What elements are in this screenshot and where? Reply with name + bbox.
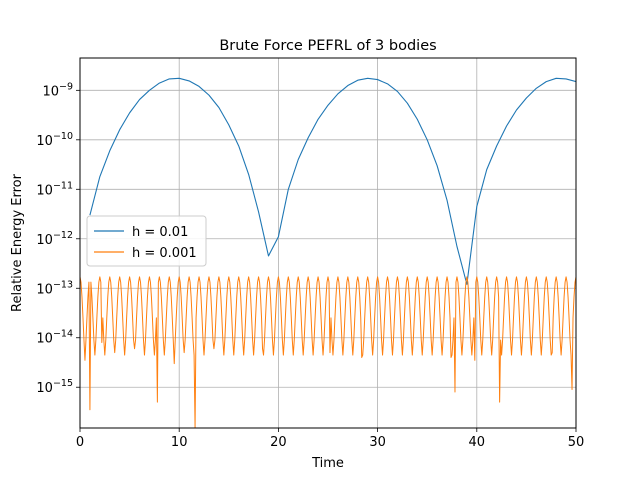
plot-frame — [79, 57, 577, 429]
series-line-h-0-01 — [89, 77, 576, 285]
legend-label-h-0-01: h = 0.01 — [132, 225, 188, 240]
x-tick-label: 50 — [568, 435, 585, 450]
chart-title: Brute Force PEFRL of 3 bodies — [219, 38, 436, 54]
x-tick-label: 40 — [469, 435, 486, 450]
y-axis-ticks: 10−15 10−14 10−13 10−12 10−11 10−10 10−9 — [36, 81, 80, 396]
y-tick-label: 10−10 — [36, 131, 73, 149]
legend-box — [86, 215, 207, 267]
y-tick-label: 10−15 — [36, 378, 73, 396]
y-tick-label: 10−14 — [36, 329, 73, 347]
x-axis-label: Time — [311, 456, 344, 471]
y-tick-label: 10−11 — [36, 180, 73, 198]
x-tick-label: 10 — [171, 435, 188, 450]
y-axis-label: Relative Energy Error — [10, 173, 25, 312]
x-axis-ticks: 0 10 20 30 40 50 — [76, 428, 584, 450]
series-layer — [80, 77, 576, 428]
y-tick-label: 10−9 — [42, 81, 73, 99]
legend-label-h-0-001: h = 0.001 — [132, 246, 197, 261]
x-tick-label: 0 — [76, 435, 84, 450]
y-tick-label: 10−13 — [36, 279, 73, 297]
x-tick-label: 30 — [369, 435, 386, 450]
x-tick-label: 20 — [270, 435, 287, 450]
y-tick-label: 10−12 — [36, 230, 73, 248]
series-line-h-0-001 — [80, 276, 576, 428]
legend: h = 0.01 h = 0.001 — [86, 215, 207, 267]
